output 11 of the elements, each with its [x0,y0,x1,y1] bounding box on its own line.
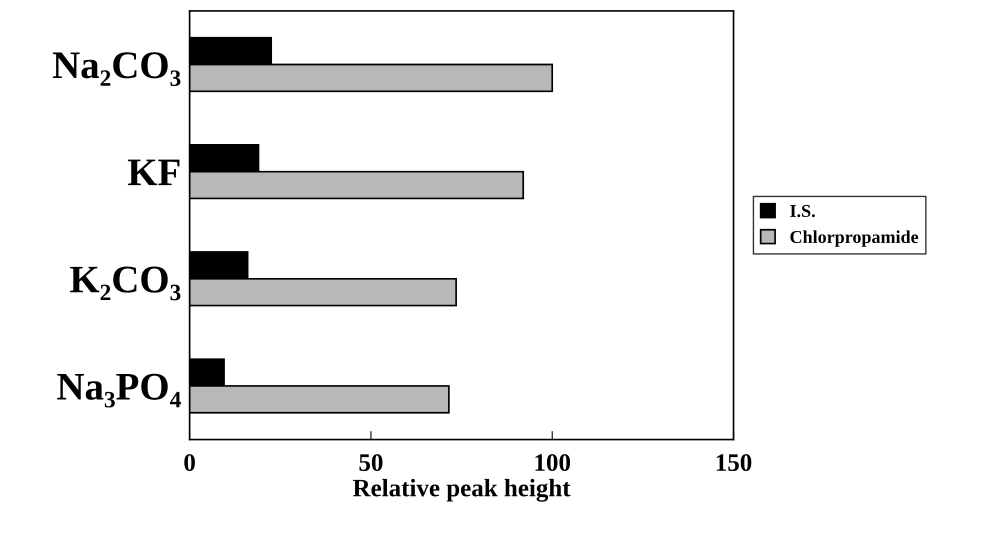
x-tick-label: 150 [716,454,752,472]
x-tick-label: 0 [184,454,195,472]
y-tick-label: Na₃PO₄ [57,374,181,408]
x-tick-label: 50 [359,454,382,472]
legend-label: I.S. [790,204,815,218]
y-tick-label: KF [128,160,180,186]
y-tick-label: K₂CO₃ [70,266,180,300]
y-tick-label: Na₂CO₃ [52,52,180,86]
x-tick-label: 100 [535,454,570,472]
legend-label: Chlorpropamide [790,230,918,247]
x-axis-title: Relative peak height [352,478,570,502]
